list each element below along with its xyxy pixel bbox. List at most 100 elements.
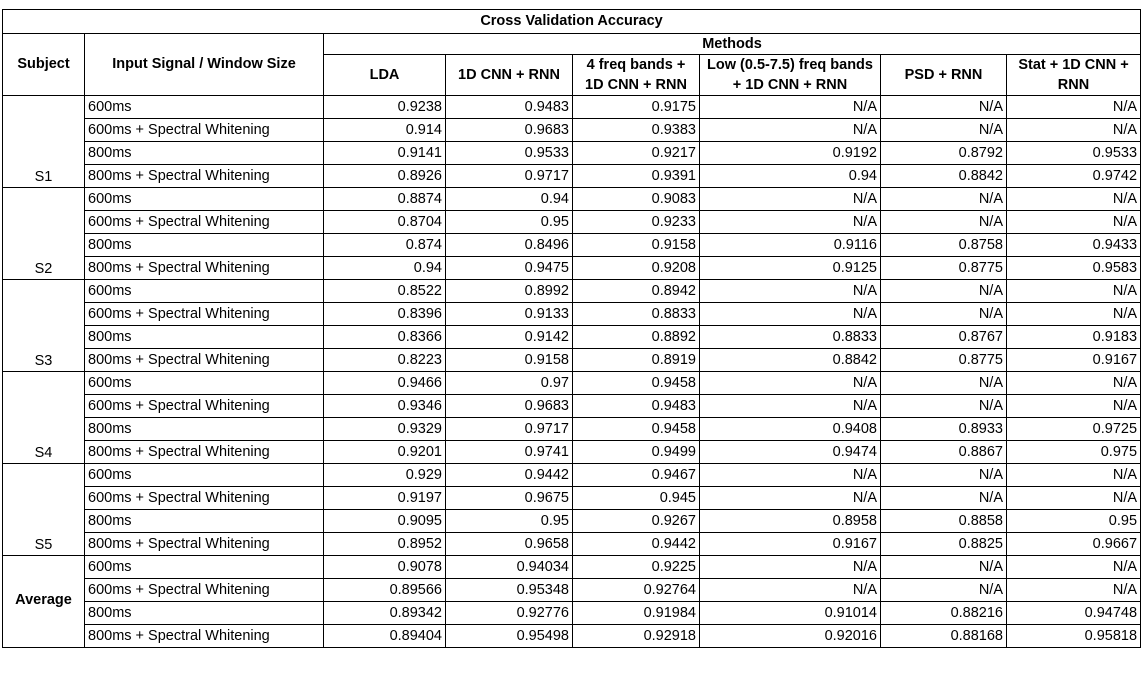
subject-cell[interactable]: S5	[2, 463, 85, 556]
accuracy-cell[interactable]: 0.9175	[572, 95, 700, 119]
accuracy-cell[interactable]: 0.88168	[880, 624, 1007, 648]
input-signal-cell[interactable]: 600ms	[84, 95, 324, 119]
methods-header[interactable]: Methods	[322, 33, 1142, 55]
subject-cell[interactable]: S1	[2, 95, 85, 188]
accuracy-cell[interactable]: 0.8833	[699, 325, 881, 349]
accuracy-cell[interactable]: N/A	[699, 578, 881, 602]
accuracy-cell[interactable]: N/A	[699, 394, 881, 418]
accuracy-cell[interactable]: N/A	[1005, 95, 1142, 119]
accuracy-cell[interactable]: 0.9467	[572, 463, 700, 487]
input-signal-cell[interactable]: 800ms	[84, 417, 324, 441]
accuracy-cell[interactable]: 0.9141	[323, 141, 446, 165]
accuracy-cell[interactable]: 0.9142	[445, 325, 573, 349]
accuracy-cell[interactable]: 0.95	[445, 509, 573, 533]
accuracy-cell[interactable]: N/A	[880, 95, 1007, 119]
accuracy-cell[interactable]: 0.8825	[880, 532, 1007, 556]
accuracy-cell[interactable]: 0.89566	[323, 578, 446, 602]
accuracy-cell[interactable]: 0.92776	[445, 601, 573, 625]
accuracy-cell[interactable]: 0.9675	[445, 486, 573, 510]
accuracy-cell[interactable]: 0.95348	[445, 578, 573, 602]
accuracy-cell[interactable]: 0.94	[699, 164, 881, 188]
accuracy-cell[interactable]: 0.94	[323, 256, 446, 280]
method-header-1d-cnn-rnn[interactable]: 1D CNN + RNN	[445, 54, 573, 96]
accuracy-cell[interactable]: 0.9346	[323, 394, 446, 418]
accuracy-cell[interactable]: N/A	[699, 118, 881, 142]
accuracy-cell[interactable]: 0.9383	[572, 118, 700, 142]
accuracy-cell[interactable]: N/A	[880, 463, 1007, 487]
accuracy-cell[interactable]: 0.9233	[572, 210, 700, 234]
accuracy-cell[interactable]: N/A	[699, 187, 881, 211]
subject-cell[interactable]: S4	[2, 371, 85, 464]
accuracy-cell[interactable]: 0.9095	[323, 509, 446, 533]
input-signal-cell[interactable]: 800ms + Spectral Whitening	[84, 624, 324, 648]
input-signal-cell[interactable]: 600ms	[84, 555, 324, 579]
accuracy-cell[interactable]: 0.92016	[699, 624, 881, 648]
accuracy-cell[interactable]: 0.88216	[880, 601, 1007, 625]
accuracy-cell[interactable]: 0.9683	[445, 394, 573, 418]
accuracy-cell[interactable]: 0.8223	[323, 348, 446, 372]
accuracy-cell[interactable]: 0.9078	[323, 555, 446, 579]
accuracy-cell[interactable]: 0.9408	[699, 417, 881, 441]
accuracy-cell[interactable]: N/A	[699, 555, 881, 579]
accuracy-cell[interactable]: 0.975	[1005, 440, 1142, 464]
accuracy-cell[interactable]: 0.9466	[323, 371, 446, 395]
accuracy-cell[interactable]: 0.8767	[880, 325, 1007, 349]
accuracy-cell[interactable]: 0.8775	[880, 256, 1007, 280]
accuracy-cell[interactable]: N/A	[1005, 371, 1142, 395]
accuracy-cell[interactable]: N/A	[880, 210, 1007, 234]
input-signal-cell[interactable]: 600ms	[84, 187, 324, 211]
accuracy-cell[interactable]: 0.9125	[699, 256, 881, 280]
accuracy-cell[interactable]: N/A	[1005, 302, 1142, 326]
accuracy-cell[interactable]: 0.91984	[572, 601, 700, 625]
accuracy-cell[interactable]: N/A	[699, 279, 881, 303]
accuracy-cell[interactable]: 0.9158	[445, 348, 573, 372]
method-header-low-freq-bands[interactable]: Low (0.5-7.5) freq bands + 1D CNN + RNN	[699, 54, 881, 96]
accuracy-cell[interactable]: 0.94748	[1005, 601, 1142, 625]
accuracy-cell[interactable]: 0.9083	[572, 187, 700, 211]
accuracy-cell[interactable]: 0.9238	[323, 95, 446, 119]
accuracy-cell[interactable]: 0.9683	[445, 118, 573, 142]
accuracy-cell[interactable]: 0.95818	[1005, 624, 1142, 648]
accuracy-cell[interactable]: 0.9667	[1005, 532, 1142, 556]
accuracy-cell[interactable]: 0.9442	[572, 532, 700, 556]
accuracy-cell[interactable]: 0.8926	[323, 164, 446, 188]
accuracy-cell[interactable]: 0.97	[445, 371, 573, 395]
accuracy-cell[interactable]: 0.9725	[1005, 417, 1142, 441]
accuracy-cell[interactable]: 0.9183	[1005, 325, 1142, 349]
subject-header[interactable]: Subject	[2, 33, 85, 96]
accuracy-cell[interactable]: 0.9201	[323, 440, 446, 464]
accuracy-cell[interactable]: 0.8758	[880, 233, 1007, 257]
accuracy-cell[interactable]: 0.945	[572, 486, 700, 510]
accuracy-cell[interactable]: 0.9208	[572, 256, 700, 280]
accuracy-cell[interactable]: N/A	[880, 187, 1007, 211]
input-signal-cell[interactable]: 800ms + Spectral Whitening	[84, 440, 324, 464]
accuracy-cell[interactable]: 0.8704	[323, 210, 446, 234]
accuracy-cell[interactable]: 0.95	[1005, 509, 1142, 533]
accuracy-cell[interactable]: 0.89404	[323, 624, 446, 648]
accuracy-cell[interactable]: 0.91014	[699, 601, 881, 625]
accuracy-cell[interactable]: 0.89342	[323, 601, 446, 625]
accuracy-cell[interactable]: N/A	[880, 302, 1007, 326]
input-signal-cell[interactable]: 600ms	[84, 463, 324, 487]
input-signal-cell[interactable]: 800ms	[84, 509, 324, 533]
accuracy-cell[interactable]: 0.9458	[572, 417, 700, 441]
accuracy-cell[interactable]: N/A	[699, 302, 881, 326]
accuracy-cell[interactable]: 0.94	[445, 187, 573, 211]
accuracy-cell[interactable]: 0.8792	[880, 141, 1007, 165]
accuracy-cell[interactable]: 0.9483	[572, 394, 700, 418]
input-signal-cell[interactable]: 600ms + Spectral Whitening	[84, 394, 324, 418]
accuracy-cell[interactable]: N/A	[1005, 394, 1142, 418]
accuracy-cell[interactable]: 0.8842	[880, 164, 1007, 188]
accuracy-cell[interactable]: 0.92918	[572, 624, 700, 648]
input-signal-header[interactable]: Input Signal / Window Size	[84, 33, 324, 96]
accuracy-cell[interactable]: 0.9192	[699, 141, 881, 165]
accuracy-cell[interactable]: 0.8892	[572, 325, 700, 349]
accuracy-cell[interactable]: N/A	[880, 394, 1007, 418]
accuracy-cell[interactable]: N/A	[1005, 187, 1142, 211]
accuracy-cell[interactable]: 0.8496	[445, 233, 573, 257]
accuracy-cell[interactable]: 0.9741	[445, 440, 573, 464]
accuracy-cell[interactable]: N/A	[1005, 210, 1142, 234]
input-signal-cell[interactable]: 800ms + Spectral Whitening	[84, 348, 324, 372]
accuracy-cell[interactable]: 0.874	[323, 233, 446, 257]
input-signal-cell[interactable]: 600ms	[84, 371, 324, 395]
